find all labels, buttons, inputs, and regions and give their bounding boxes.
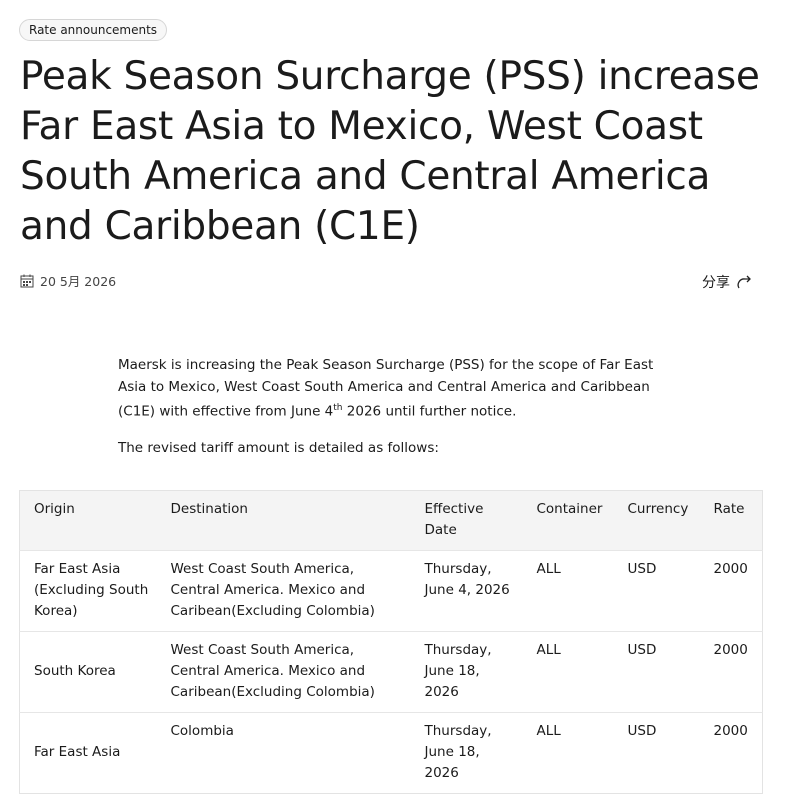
date: 20 5月 2026 [20, 271, 116, 290]
table-row: South Korea West Coast South America, Cen… [19, 631, 763, 713]
table-cell: USD [613, 631, 700, 713]
table-cell: 2000 [699, 550, 763, 632]
table-cell: Colombia [156, 712, 411, 794]
table-cell: West Coast South America, Central Americ… [156, 631, 411, 713]
table-cell: South Korea [19, 631, 157, 713]
title-line: South America and Central America [20, 154, 711, 199]
table-cell: ALL [522, 550, 614, 632]
table-row: Far East Asia (Excluding South Korea) Wes… [19, 550, 763, 632]
share-icon[interactable] [736, 274, 752, 290]
detail: The revised tariff amount is detailed as… [118, 440, 439, 456]
table-cell: Far East Asia [19, 712, 157, 794]
table-cell: Thursday, June 18, 2026 [410, 631, 523, 713]
calendar-icon [20, 274, 34, 287]
table-cell: ALL [522, 712, 614, 794]
superscript: th [333, 403, 343, 413]
table-cell: West Coast South America, Central Americ… [156, 550, 411, 632]
header-cell: Currency [613, 490, 700, 551]
share[interactable]: 分享 [702, 272, 752, 292]
intro-text: Maersk is increasing the Peak Season Sur… [118, 357, 654, 420]
table-row: Far East Asia Colombia Thursday, June 18, … [19, 712, 763, 794]
date-text: 20 5月 2026 [40, 274, 117, 289]
title: Peak Season Surcharge (PSS) increase Far… [20, 52, 760, 252]
intro-text: 2026 until further notice. [342, 403, 517, 420]
rate-table: Origin Destination Effective Date Container… [19, 490, 763, 794]
title-line: Peak Season Surcharge (PSS) increase [20, 54, 760, 99]
header-cell: Origin [19, 490, 157, 551]
table-cell: 2000 [699, 631, 763, 713]
header-cell: Container [522, 490, 614, 551]
title-line: and Caribbean (C1E) [20, 204, 420, 249]
table-cell: Thursday, June 18, 2026 [410, 712, 523, 794]
header-cell: Rate [699, 490, 763, 551]
header-cell: Destination [156, 490, 411, 551]
header-cell: Effective Date [410, 490, 523, 551]
intro: Maersk is increasing the Peak Season Sur… [118, 355, 678, 423]
title-line: Far East Asia to Mexico, West Coast [20, 104, 703, 149]
table-cell: ALL [522, 631, 614, 713]
table-body: Far East Asia (Excluding South Korea) Wes… [19, 550, 763, 794]
share-label[interactable]: 分享 [702, 275, 730, 291]
table-cell: USD [613, 550, 700, 632]
table-cell: Thursday, June 4, 2026 [410, 550, 523, 632]
table-cell: Far East Asia (Excluding South Korea) [19, 550, 157, 632]
table-cell: USD [613, 712, 700, 794]
table-cell: 2000 [699, 712, 763, 794]
tag[interactable]: Rate announcements [19, 19, 168, 41]
header-row: Origin Destination Effective Date Container… [19, 490, 763, 551]
